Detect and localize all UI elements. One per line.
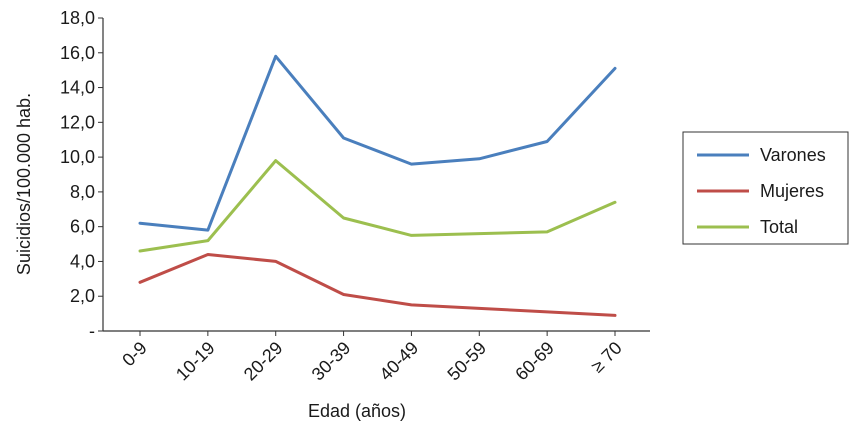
y-tick-label: 2,0 — [70, 286, 95, 306]
x-tick-label: 10-19 — [172, 338, 219, 385]
axes — [102, 18, 650, 332]
y-tick-label: 4,0 — [70, 251, 95, 271]
y-axis-title: Suicidios/100.000 hab. — [14, 93, 34, 275]
legend: Varones Mujeres Total — [682, 131, 849, 245]
y-tick-label: 8,0 — [70, 182, 95, 202]
series-line-total — [138, 159, 617, 253]
legend-label-total: Total — [760, 217, 798, 237]
x-tick-label: ≥ 70 — [587, 338, 626, 377]
x-tick-group: 0-9 10-19 20-29 30-39 40-49 50-59 60-69 ≥ 70 — [118, 331, 626, 384]
y-tick-group: - 2,0 4,0 6,0 8,0 10,0 12,0 14,0 16,0 18,0 — [60, 8, 103, 341]
y-tick-label: 12,0 — [60, 112, 95, 132]
series-line-varones — [138, 54, 617, 232]
legend-label-mujeres: Mujeres — [760, 181, 824, 201]
x-axis-title: Edad (años) — [308, 401, 406, 421]
x-tick-label: 30-39 — [308, 338, 355, 385]
x-tick-label: 20-29 — [240, 338, 287, 385]
y-tick-label: 6,0 — [70, 217, 95, 237]
y-tick-label: 18,0 — [60, 8, 95, 28]
x-tick-label: 60-69 — [511, 338, 558, 385]
legend-label-varones: Varones — [760, 145, 826, 165]
y-tick-label: 16,0 — [60, 43, 95, 63]
series-group — [138, 54, 617, 317]
x-tick-label: 50-59 — [443, 338, 490, 385]
x-tick-label: 0-9 — [118, 338, 151, 371]
series-line-mujeres — [138, 253, 617, 317]
x-tick-label: 40-49 — [376, 338, 423, 385]
y-tick-label: 14,0 — [60, 78, 95, 98]
y-tick-label: 10,0 — [60, 147, 95, 167]
legend-box — [682, 131, 849, 245]
y-tick-label: - — [89, 321, 95, 341]
